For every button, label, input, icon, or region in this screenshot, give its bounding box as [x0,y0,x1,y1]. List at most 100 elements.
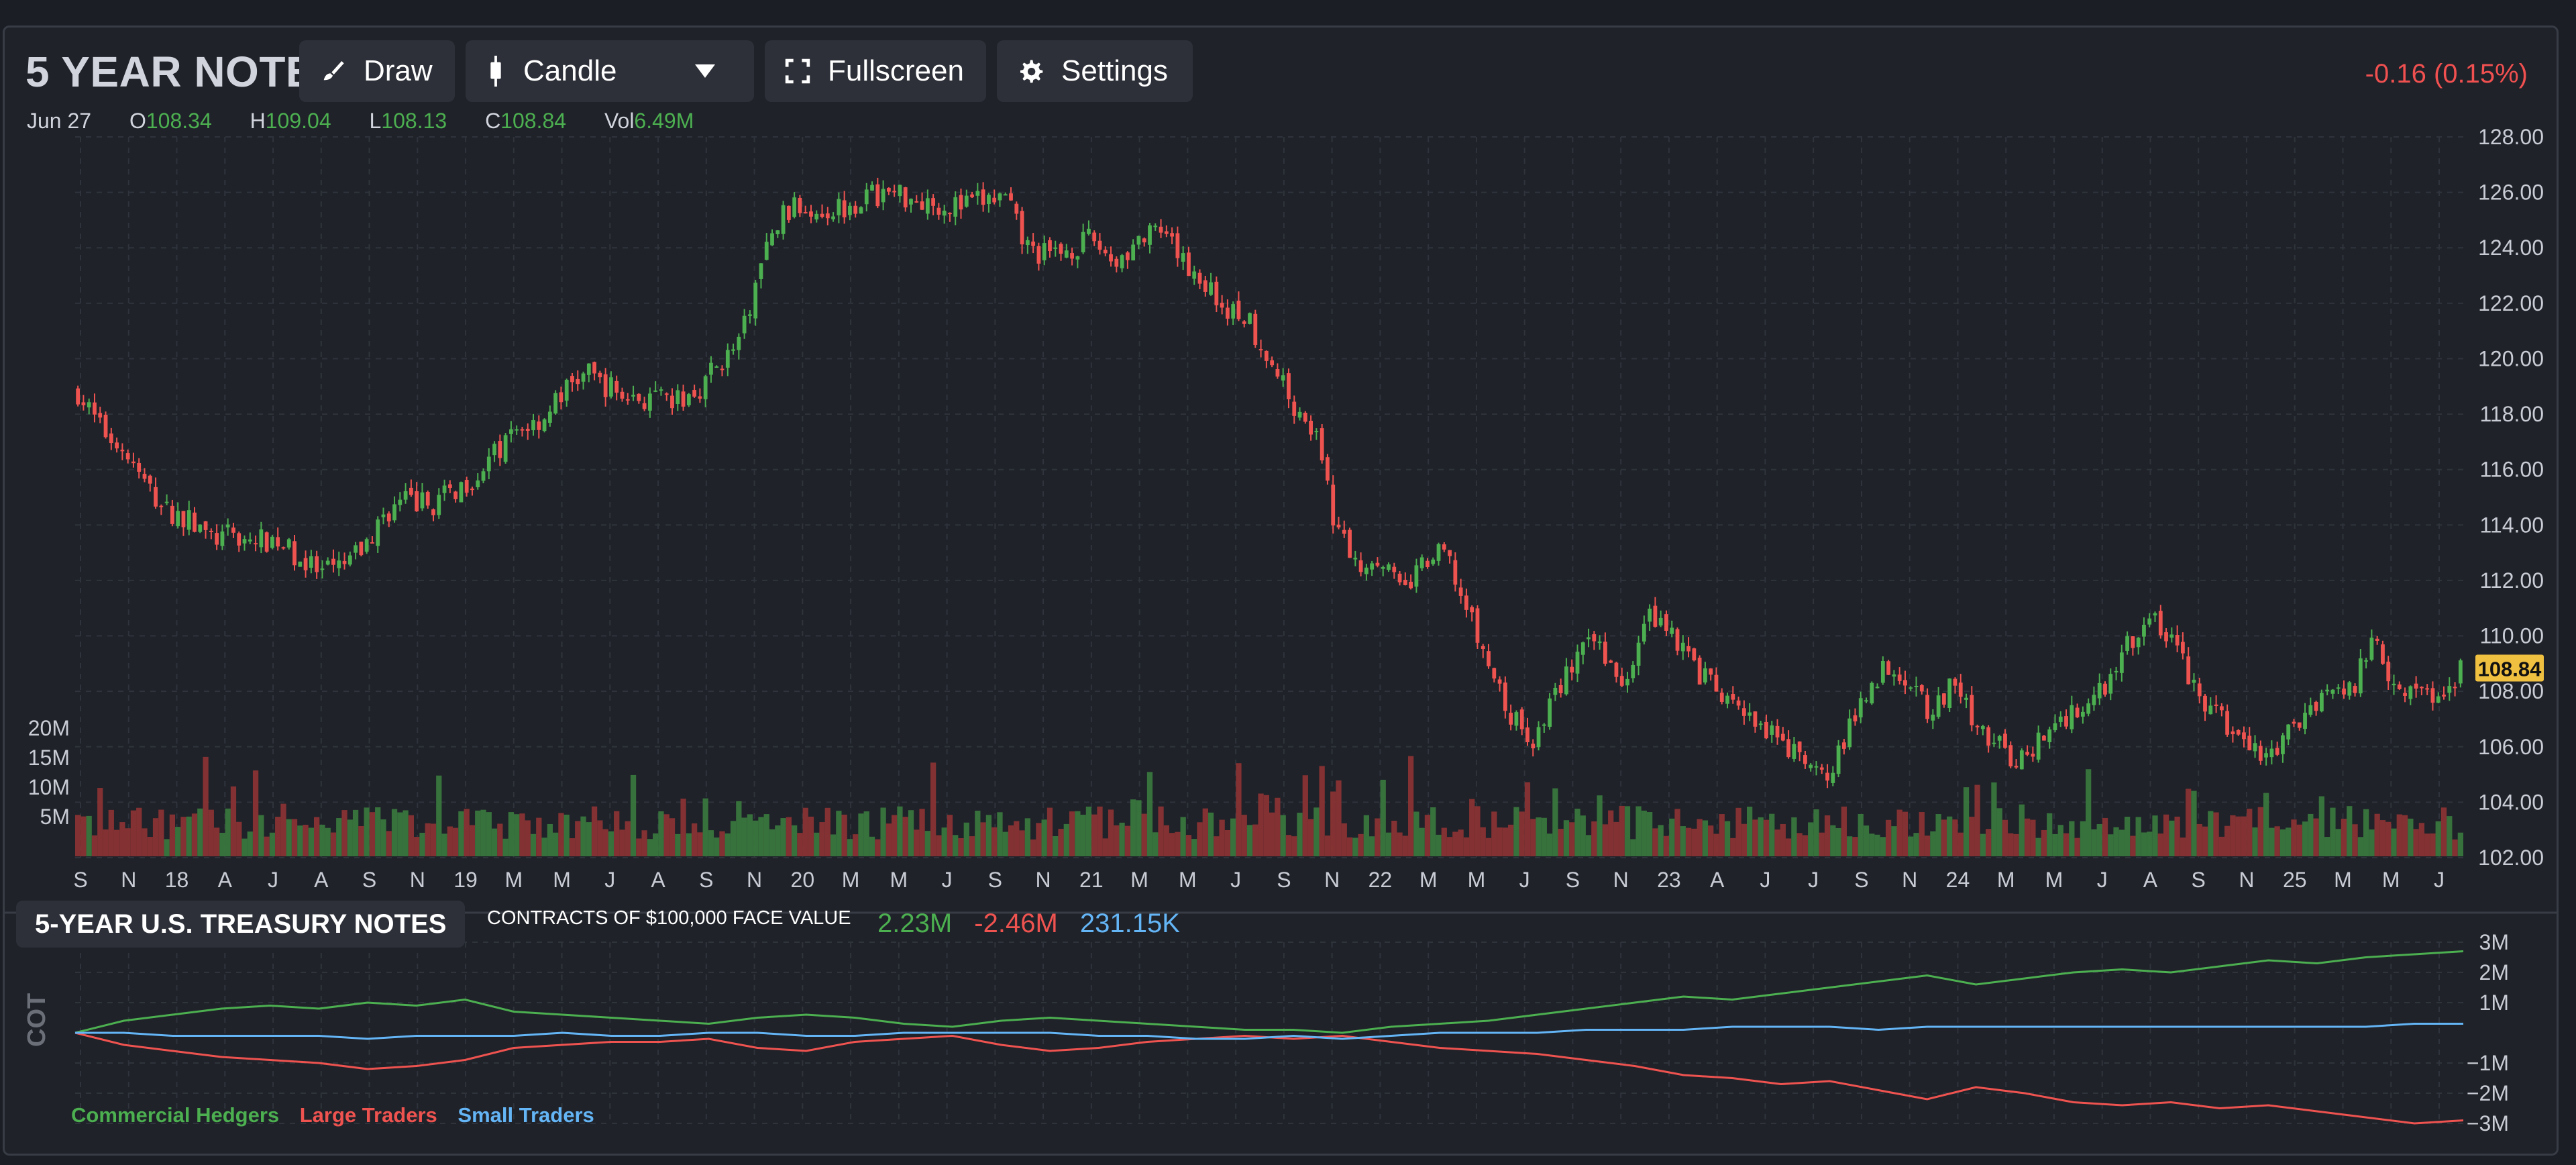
volume-tick-label: 20M [28,716,70,740]
volume-bar [97,788,103,856]
draw-button[interactable]: Draw [299,40,455,102]
candle-body [298,561,303,567]
candle-body [276,537,280,547]
time-tick-label: 22 [1368,868,1393,892]
volume-bar [1452,831,1458,856]
volume-bar [113,829,120,856]
volume-bar [1558,829,1564,856]
candle-body [1897,674,1902,681]
candle-icon [490,56,501,87]
chart-type-select[interactable]: Candle [466,40,754,102]
volume-bar [158,809,164,856]
candle-body [1658,617,1663,626]
candle-body [1886,661,1891,675]
candle-body [220,531,225,546]
candle-body [1258,349,1263,351]
volume-bar [1030,839,1036,856]
candle-body [2297,722,2302,728]
price-tick-label: 128.00 [2478,125,2544,149]
legend-small[interactable]: Small Traders [458,1103,594,1127]
time-tick-label: M [2382,868,2400,892]
candle-body [1531,744,1536,749]
candle-body [842,200,847,217]
candle-body [864,189,869,205]
commercial-hedgers-line [74,950,2464,1034]
time-tick-label: S [2192,868,2206,892]
time-tick-label: J [2097,868,2108,892]
candle-body [1514,712,1519,726]
volume-bar [241,838,248,856]
candle-body [1036,246,1041,264]
legend-commercial[interactable]: Commercial Hedgers [71,1103,280,1127]
fullscreen-button[interactable]: Fullscreen [765,40,986,102]
candle-body [731,349,735,351]
candle-body [292,541,297,566]
settings-button[interactable]: Settings [997,40,1193,102]
time-tick-label: N [1902,868,1917,892]
candle-body [1081,232,1085,252]
volume-bar [269,832,276,856]
candle-body [2330,689,2335,694]
candle-body [1242,321,1246,324]
candle-body [2353,686,2357,693]
candle-body [2075,707,2080,717]
candle-body [1014,203,1019,214]
volume-bar [2457,832,2463,856]
time-tick-label: M [504,868,523,892]
toolbar: 5 YEAR NOTE Draw Candle Fullscreen Setti… [3,26,2559,106]
candle-body [1558,685,1563,694]
volume-bar [975,811,981,856]
volume-bar [1358,833,1364,856]
volume-bar [203,756,209,856]
candle-body [837,199,841,215]
candle-body [809,211,813,217]
legend-large[interactable]: Large Traders [299,1103,437,1127]
volume-bar [2124,817,2131,856]
candle-body [1131,244,1136,261]
candle-body [1064,250,1069,258]
volume-bar [1957,832,1964,856]
volume-bar [547,823,553,856]
chart-type-label: Candle [523,54,617,87]
candle-body [1281,375,1285,381]
volume-bar [1863,825,1870,856]
volume-bar [1136,800,1142,856]
candle-body [1448,550,1452,556]
time-tick-label: A [218,868,233,892]
volume-bar [892,815,898,856]
volume-bar [1230,818,1236,856]
candle-body [948,213,952,215]
volume-bar [508,812,515,856]
candle-body [2436,696,2440,703]
time-tick-label: 23 [1657,868,1681,892]
volume-bar [86,815,92,856]
candle-body [936,207,941,215]
candle-body [193,512,197,532]
candle-body [686,394,691,405]
time-tick-label: J [1519,868,1530,892]
candle-body [803,212,808,214]
candle-body [1758,723,1763,725]
volume-bar [480,809,486,856]
volume-bar [1436,834,1442,856]
candle-body [1226,307,1230,319]
volume-bar [719,831,725,856]
candle-body [1831,772,1835,783]
volume-bar [1291,836,1297,856]
candle-body [1326,457,1330,481]
volume-bar [1502,827,1508,856]
volume-bar [569,838,576,856]
candle-body [964,195,969,207]
candle-body [2186,656,2191,685]
volume-bar [1241,815,1247,856]
volume-bar [1019,830,1025,856]
candle-body [1664,614,1668,631]
volume-bar [1341,823,1347,856]
volume-bar [169,814,176,856]
candle-body [186,510,191,530]
volume-bar [386,831,392,856]
time-tick-label: 18 [165,868,189,892]
candle-body [509,429,513,434]
fullscreen-icon [785,58,810,84]
